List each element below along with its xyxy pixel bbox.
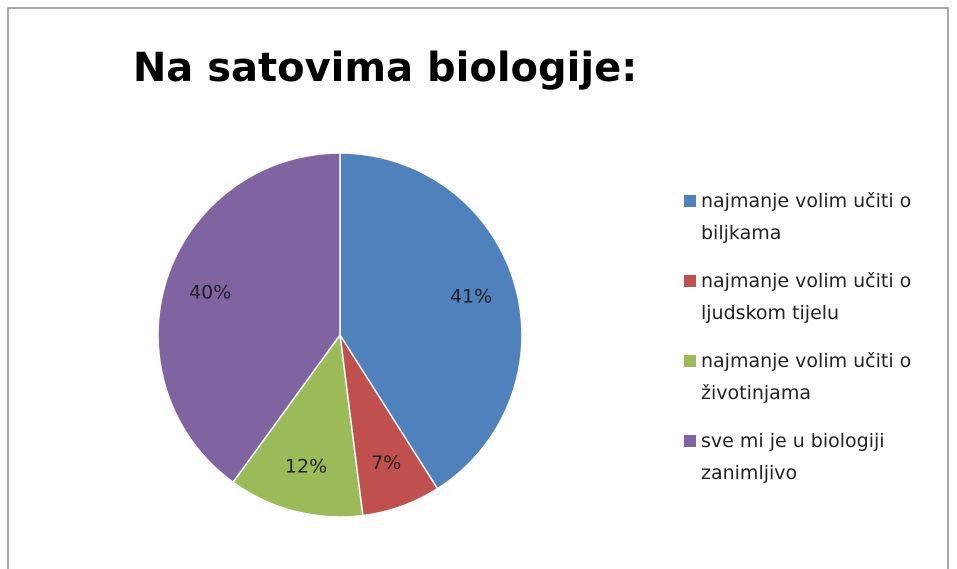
legend-swatch: [684, 355, 696, 367]
legend-item: sve mi je u biologiji zanimljivo: [684, 425, 946, 489]
data-label: 40%: [189, 281, 231, 303]
legend-swatch: [684, 275, 696, 287]
legend-label: najmanje volim učiti o životinjama: [701, 350, 912, 404]
chart-border: [7, 7, 949, 569]
legend-swatch: [684, 195, 696, 207]
pie-slice: [339, 152, 523, 490]
chart-title: Na satovima biologije:: [133, 45, 637, 91]
data-label: 41%: [450, 285, 492, 307]
data-label: 7%: [371, 452, 401, 474]
pie-slice: [157, 152, 341, 484]
legend-item: najmanje volim učiti o biljkama: [684, 185, 946, 249]
pie-slice: [231, 333, 364, 518]
legend-item: najmanje volim učiti o ljudskom tijelu: [684, 265, 946, 329]
legend-swatch: [684, 435, 696, 447]
legend-item: najmanje volim učiti o životinjama: [684, 345, 946, 409]
legend-label: najmanje volim učiti o ljudskom tijelu: [701, 270, 912, 324]
legend-label: sve mi je u biologiji zanimljivo: [701, 430, 885, 484]
data-label: 12%: [285, 456, 327, 478]
legend-label: najmanje volim učiti o biljkama: [701, 190, 912, 244]
